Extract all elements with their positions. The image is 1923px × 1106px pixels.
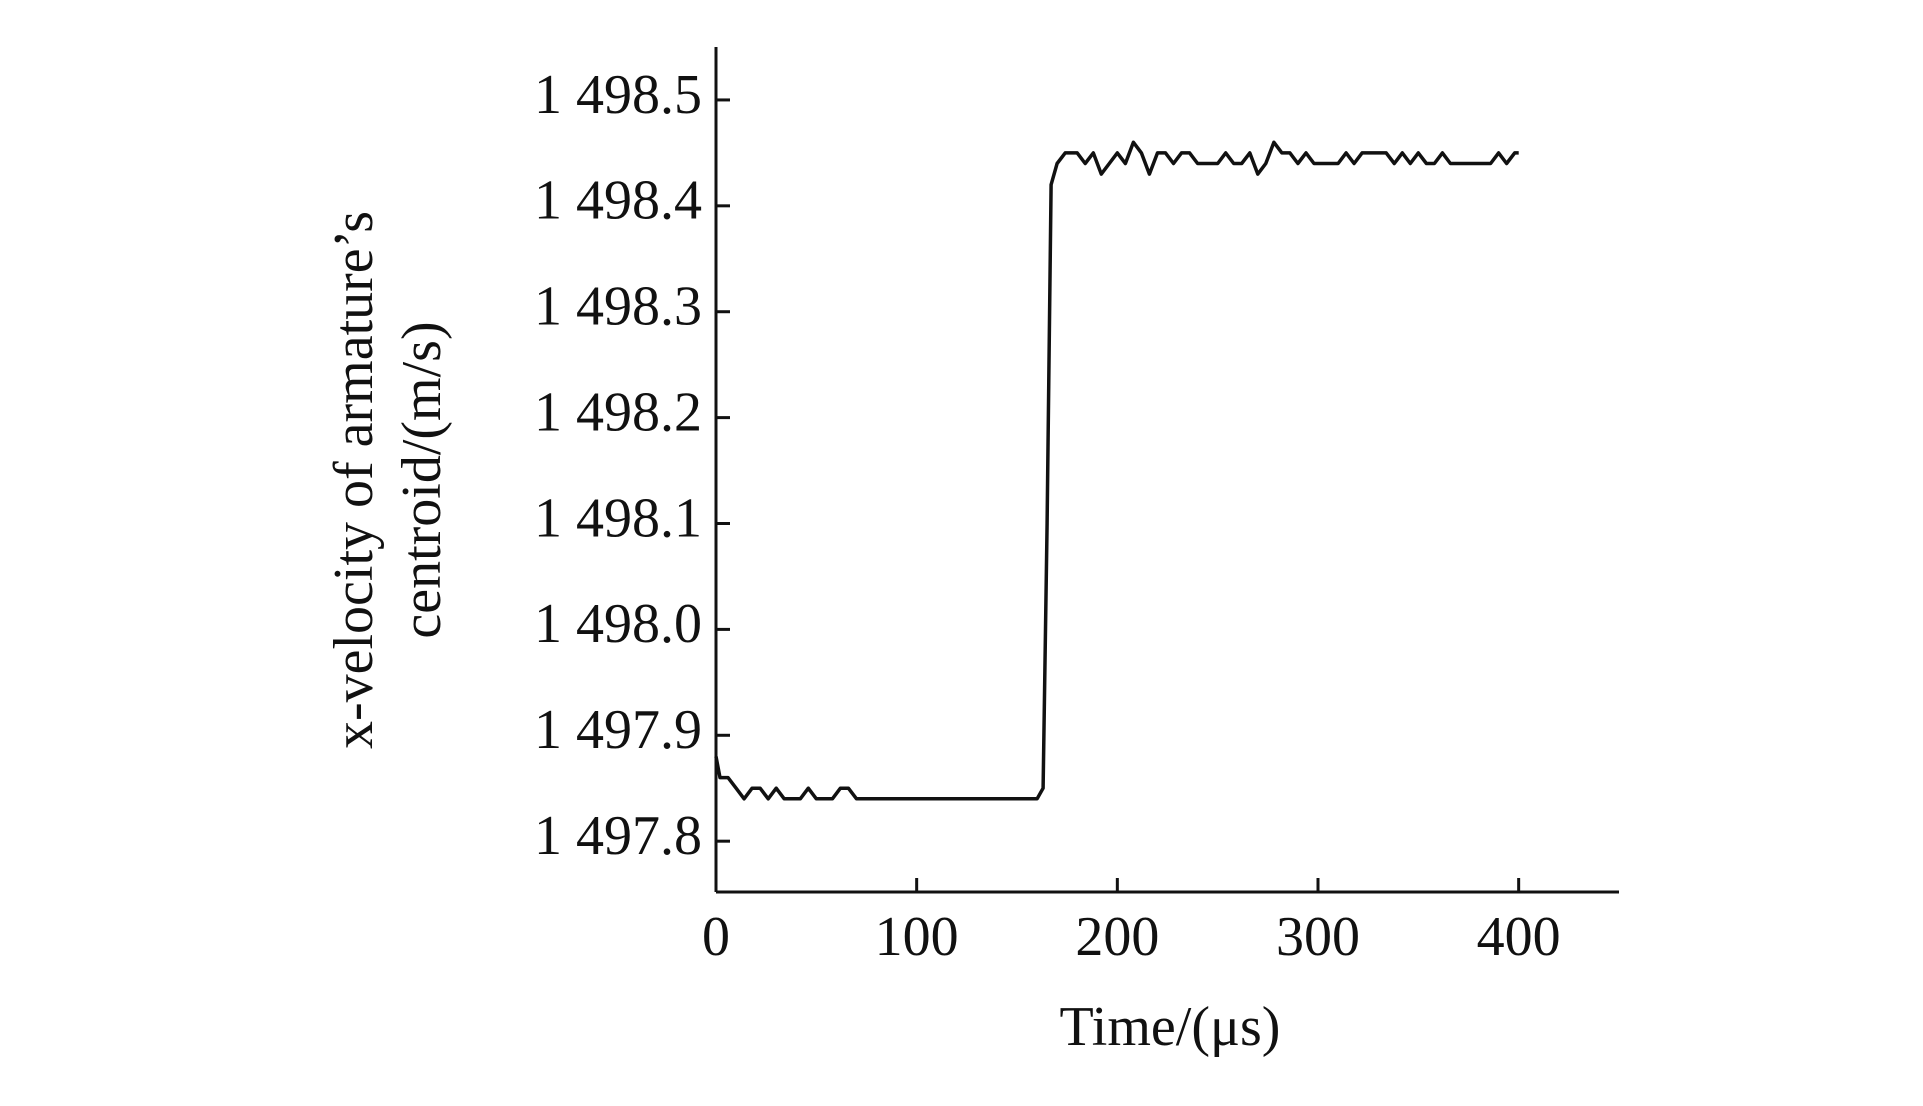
y-tick-label: 1 498.3: [534, 276, 702, 338]
y-tick-label: 1 498.1: [534, 487, 702, 549]
y-tick-label: 1 498.0: [534, 593, 702, 655]
x-tick-label: 0: [702, 906, 730, 968]
data-line: [714, 140, 1519, 801]
y-axis-label: centroid/(m/s): [391, 321, 453, 638]
x-axis-label: Time/(μs): [1060, 996, 1281, 1058]
x-tick-label: 400: [1477, 906, 1561, 968]
x-tick-label: 300: [1276, 906, 1360, 968]
x-tick-label: 200: [1075, 906, 1159, 968]
x-tick-label: 100: [875, 906, 959, 968]
y-tick-label: 1 497.9: [534, 699, 702, 761]
y-tick-label: 1 498.5: [534, 64, 702, 126]
y-tick-label: 1 498.4: [534, 170, 702, 232]
y-tick-label: 1 497.8: [534, 805, 702, 867]
y-tick-label: 1 498.2: [534, 381, 702, 443]
y-axis-label: x-velocity of armature’s: [323, 211, 385, 749]
